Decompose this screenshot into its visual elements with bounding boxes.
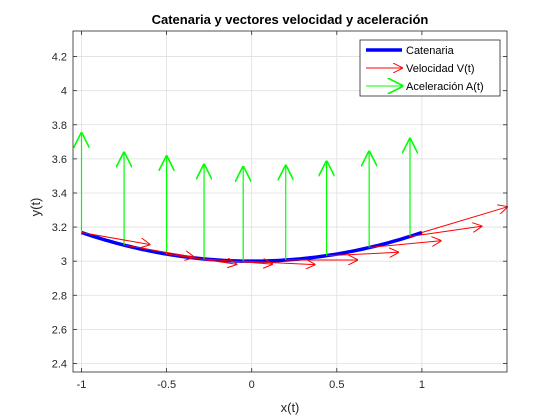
tick-marks: -1 -0.5 0 0.5 1 2.4 2.6 2.8 3 3.2 3.4 3.6 3.8 4 4.2 [52,31,507,391]
y-tick-label: 3.8 [52,120,67,132]
y-tick-label: 3.2 [52,222,67,234]
x-axis-label: x(t) [281,400,300,415]
y-tick-label: 4.2 [52,52,67,64]
velocity-vector [326,252,398,255]
x-tick-label: 0.5 [329,379,344,391]
vector-field [82,134,507,265]
x-tick-label: -1 [77,379,87,391]
grid-lines [73,31,507,372]
axes-box [72,30,508,373]
velocity-vector [369,241,440,249]
legend-label-velocidad: Velocidad V(t) [406,63,474,75]
legend-label-catenaria: Catenaria [406,45,455,57]
velocity-vector [243,261,314,264]
velocity-vector [204,259,272,264]
velocity-vector [81,232,150,245]
y-tick-label: 2.8 [52,290,67,302]
y-tick-label: 3 [61,256,67,268]
x-tick-label: 1 [419,379,425,391]
velocity-vector [166,253,237,264]
velocity-vector [421,207,507,234]
y-tick-label: 3.6 [52,154,67,166]
y-tick-label: 4 [61,86,67,98]
velocity-vector [123,244,194,257]
legend: Catenaria Velocidad V(t) Aceleración A(t… [359,39,501,97]
legend-label-aceleracion: Aceleración A(t) [406,81,484,93]
y-axis-label: y(t) [28,198,43,217]
chart-title: Catenaria y vectores velocidad y acelera… [152,12,429,27]
y-tick-label: 3.4 [52,188,67,200]
y-tick-label: 2.4 [52,358,67,370]
velocity-vector [409,226,481,237]
x-tick-label: 0 [249,379,255,391]
x-tick-label: -0.5 [157,379,176,391]
y-tick-label: 2.6 [52,324,67,336]
